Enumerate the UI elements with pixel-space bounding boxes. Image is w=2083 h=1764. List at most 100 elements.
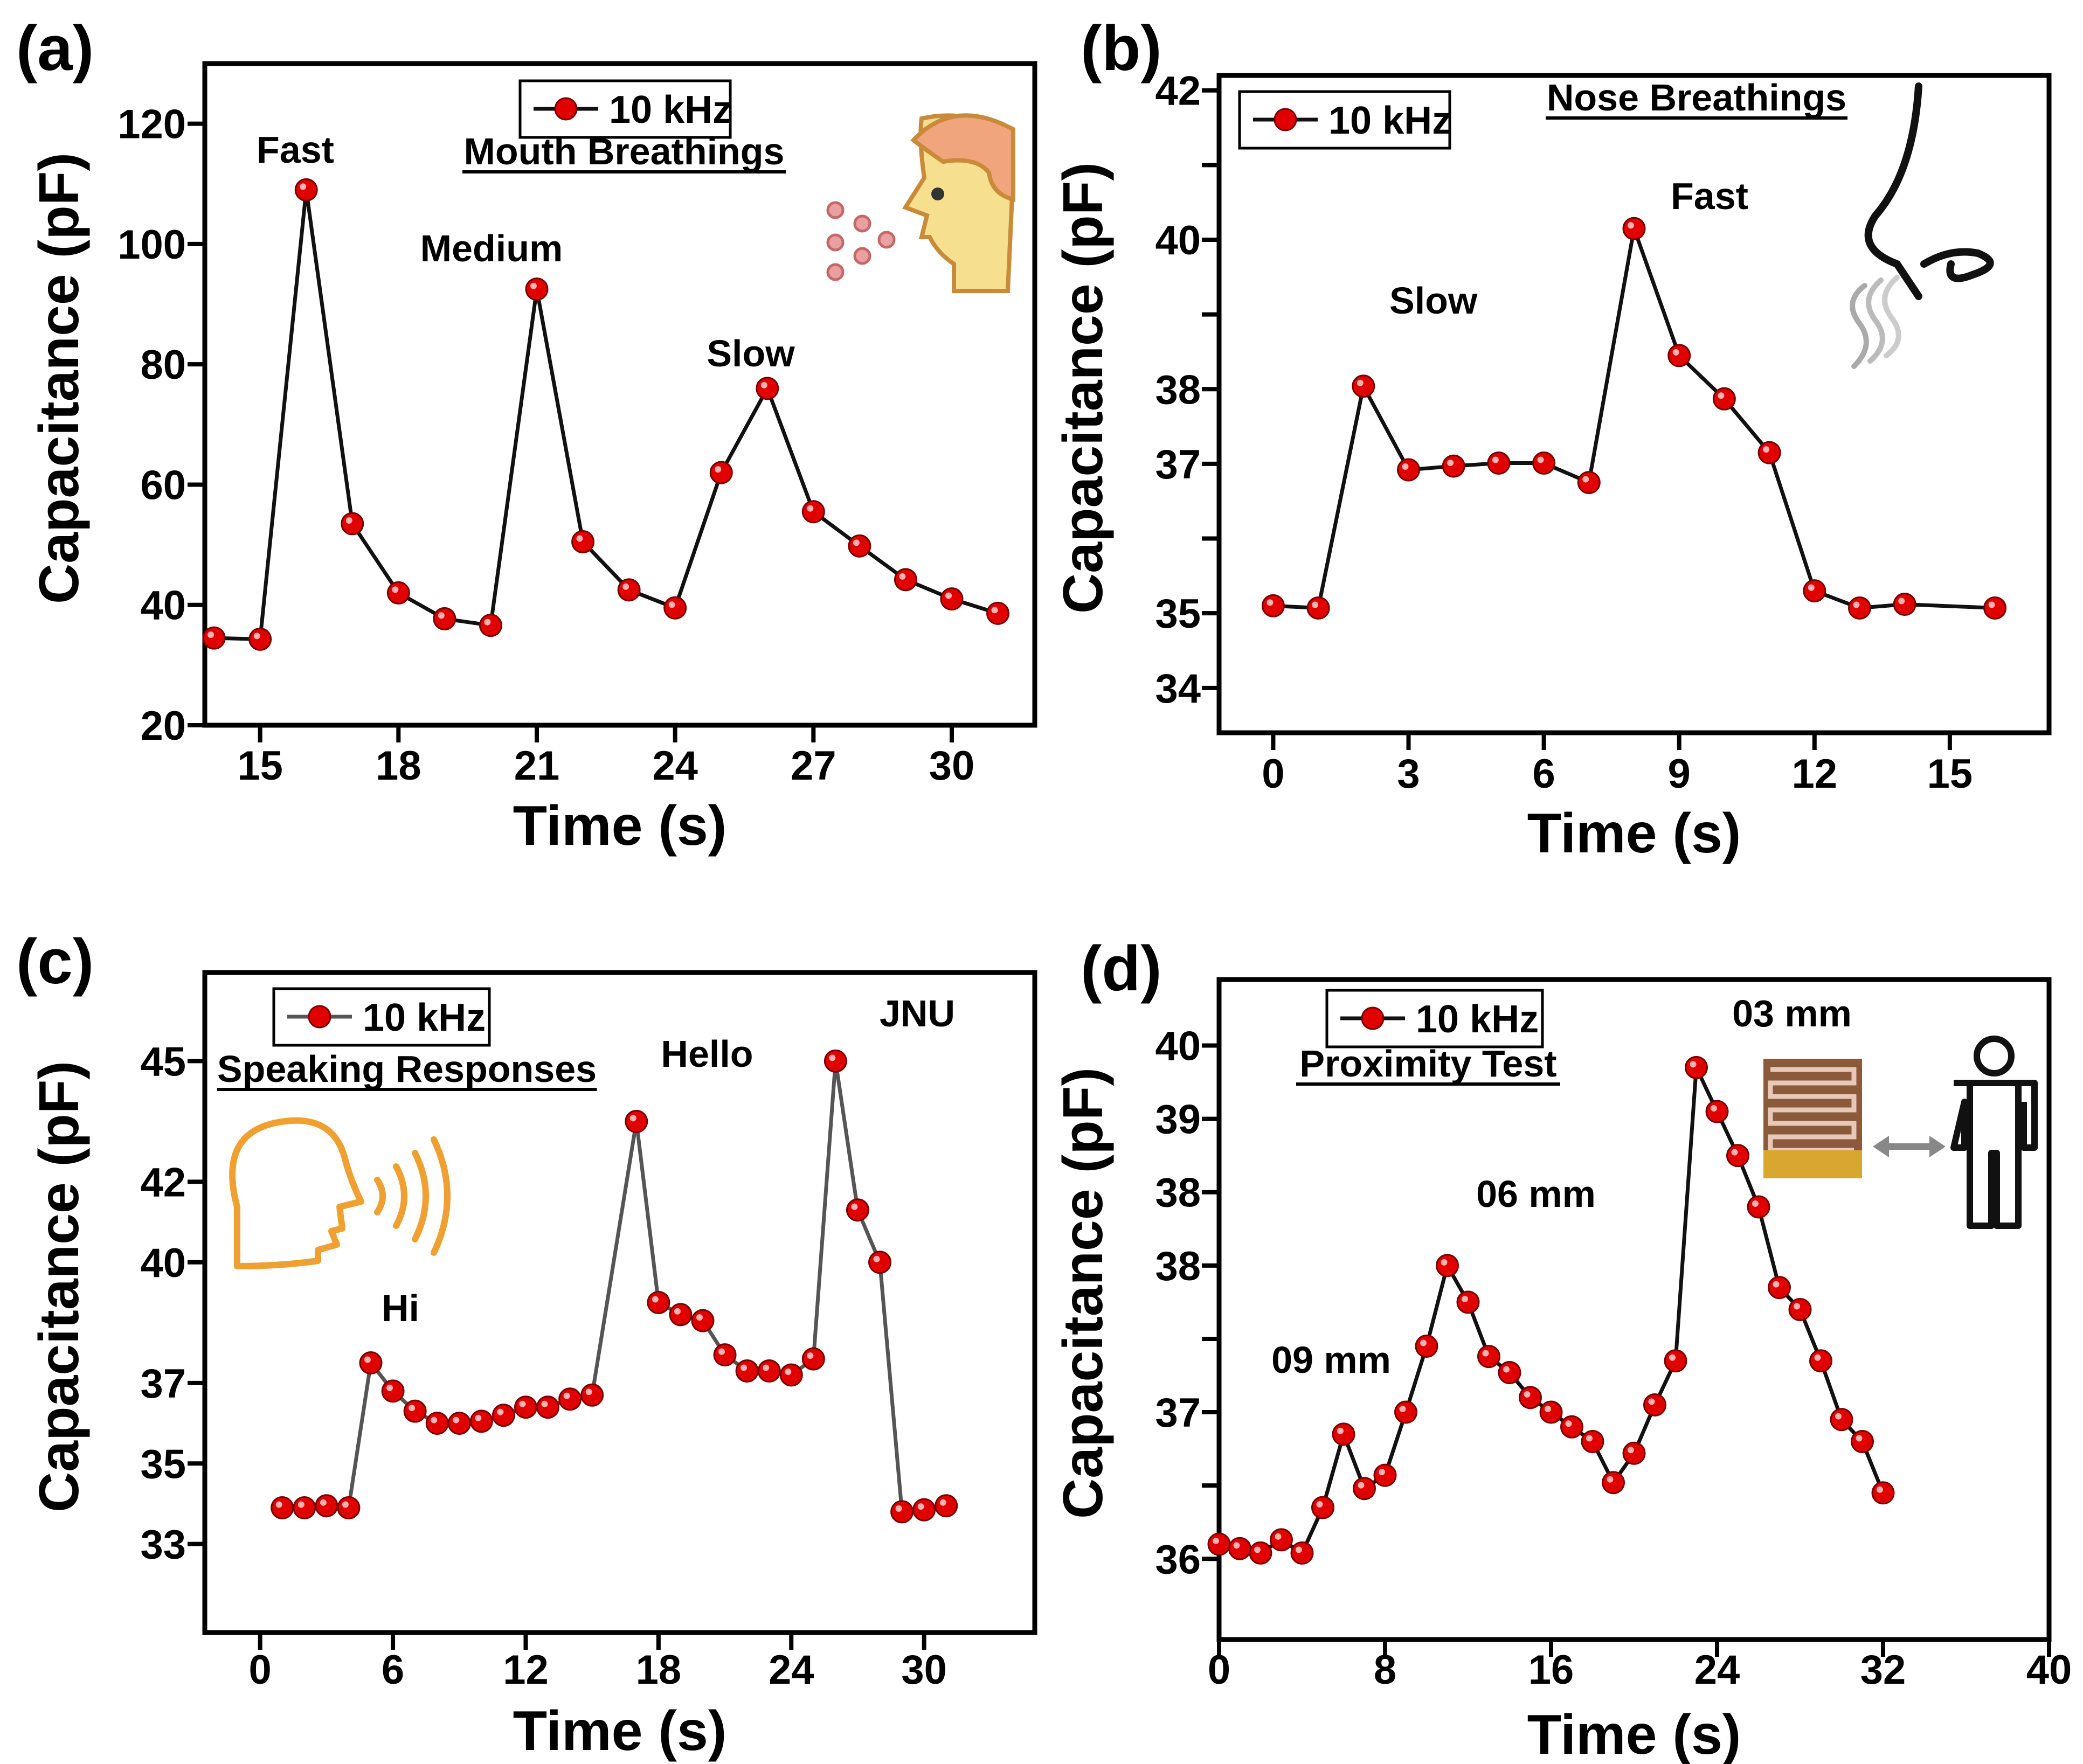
data-point	[735, 1359, 759, 1383]
data-point-highlight	[1420, 1339, 1427, 1346]
data-point	[1803, 579, 1826, 603]
data-point	[1622, 1441, 1646, 1465]
y-tick-label: 100	[117, 222, 186, 268]
data-point	[1664, 1349, 1687, 1373]
y-tick-label: 34	[1155, 666, 1201, 712]
data-point	[1983, 596, 2007, 620]
data-point	[986, 601, 1010, 625]
data-point-highlight	[1267, 599, 1274, 606]
data-point-highlight	[364, 1356, 371, 1363]
data-point	[433, 607, 456, 630]
x-tick-label: 24	[1694, 1647, 1740, 1693]
legend: 10 kHz	[1238, 90, 1451, 150]
data-point	[940, 587, 964, 611]
chart-panel-3: (c) 0 6 12 18 24 30 33 35 37 40 42 45 Time (s) Capacit…	[16, 926, 1037, 1762]
data-point	[669, 1303, 693, 1327]
data-point	[248, 627, 272, 651]
peak-annotation: 09 mm	[1271, 1339, 1391, 1381]
data-point-highlight	[873, 1255, 880, 1262]
data-point	[848, 534, 871, 558]
legend-label: 10 kHz	[1328, 99, 1451, 142]
data-point-highlight	[991, 607, 998, 614]
data-point	[1332, 1422, 1355, 1446]
x-tick-label: 12	[1792, 751, 1838, 797]
data-point-highlight	[1503, 1366, 1510, 1373]
data-point	[1290, 1541, 1314, 1565]
data-point-highlight	[1808, 584, 1815, 591]
data-point-highlight	[899, 573, 906, 580]
data-point-highlight	[939, 1499, 946, 1506]
data-point	[525, 277, 549, 301]
data-point	[801, 500, 825, 524]
data-point	[1436, 1254, 1459, 1277]
x-tick-label: 24	[652, 743, 698, 789]
data-point-highlight	[519, 1400, 526, 1407]
peak-annotation: 03 mm	[1732, 992, 1852, 1034]
peak-annotation: Fast	[1671, 175, 1748, 217]
nose-icon	[1850, 82, 1994, 369]
y-axis-label: Capacitance (pF)	[1052, 162, 1115, 614]
data-point	[1577, 471, 1601, 495]
x-tick-label: 21	[514, 743, 560, 789]
y-tick-label: 42	[140, 1159, 186, 1205]
data-point	[801, 1347, 825, 1371]
peak-annotation: Slow	[707, 332, 795, 374]
data-point	[447, 1412, 471, 1435]
data-point-highlight	[1988, 601, 1995, 608]
data-point-highlight	[1648, 1398, 1655, 1405]
data-point-highlight	[576, 535, 583, 542]
data-point	[709, 461, 733, 484]
data-point-highlight	[1213, 1538, 1219, 1545]
y-tick-label: 37	[140, 1361, 186, 1407]
data-point	[1726, 1144, 1749, 1168]
data-point	[1519, 1386, 1542, 1409]
data-point	[1871, 1481, 1895, 1505]
data-point-highlight	[696, 1314, 703, 1321]
data-point	[1487, 452, 1511, 475]
axes-frame	[1216, 977, 2052, 1642]
y-axis-label: Capacitance (pF)	[1052, 1067, 1115, 1519]
data-point-highlight	[851, 1203, 858, 1210]
data-point-highlight	[1275, 1533, 1282, 1540]
y-tick-label: 35	[140, 1441, 186, 1487]
data-point	[1352, 374, 1375, 398]
data-point-highlight	[668, 601, 675, 608]
data-point	[1311, 1496, 1334, 1519]
data-point-highlight	[1773, 1281, 1780, 1288]
data-point-highlight	[763, 1364, 770, 1371]
data-point	[536, 1395, 560, 1419]
data-point	[341, 512, 364, 536]
data-point	[294, 178, 318, 202]
data-point-highlight	[1441, 1259, 1448, 1266]
data-point	[386, 581, 410, 605]
data-point	[1893, 593, 1916, 616]
data-point	[1809, 1349, 1832, 1373]
data-point-highlight	[1853, 601, 1860, 608]
data-point	[571, 530, 595, 554]
data-point	[479, 614, 502, 637]
data-point	[1397, 458, 1421, 482]
data-point-highlight	[1492, 456, 1499, 463]
data-point-highlight	[1586, 1435, 1593, 1442]
person-proximity-icon	[1763, 1036, 2038, 1229]
data-point	[1830, 1408, 1853, 1432]
data-point	[1353, 1477, 1376, 1501]
data-point-highlight	[674, 1308, 681, 1315]
data-point-highlight	[1312, 601, 1319, 608]
data-point	[1768, 1276, 1791, 1300]
x-tick-label: 30	[929, 743, 975, 789]
data-point-highlight	[1898, 598, 1905, 605]
y-tick-label: 39	[1155, 1097, 1201, 1143]
data-point	[713, 1343, 737, 1367]
data-point	[1477, 1345, 1500, 1369]
x-tick-label: 8	[1374, 1647, 1396, 1693]
data-point	[315, 1494, 338, 1518]
speaking-head-icon	[229, 1117, 451, 1269]
data-point-highlight	[1628, 1447, 1634, 1454]
data-point	[293, 1496, 316, 1519]
axes-frame	[202, 61, 1037, 728]
x-tick-label: 32	[1860, 1647, 1906, 1693]
data-point-highlight	[297, 1501, 305, 1508]
data-point-highlight	[484, 619, 491, 626]
